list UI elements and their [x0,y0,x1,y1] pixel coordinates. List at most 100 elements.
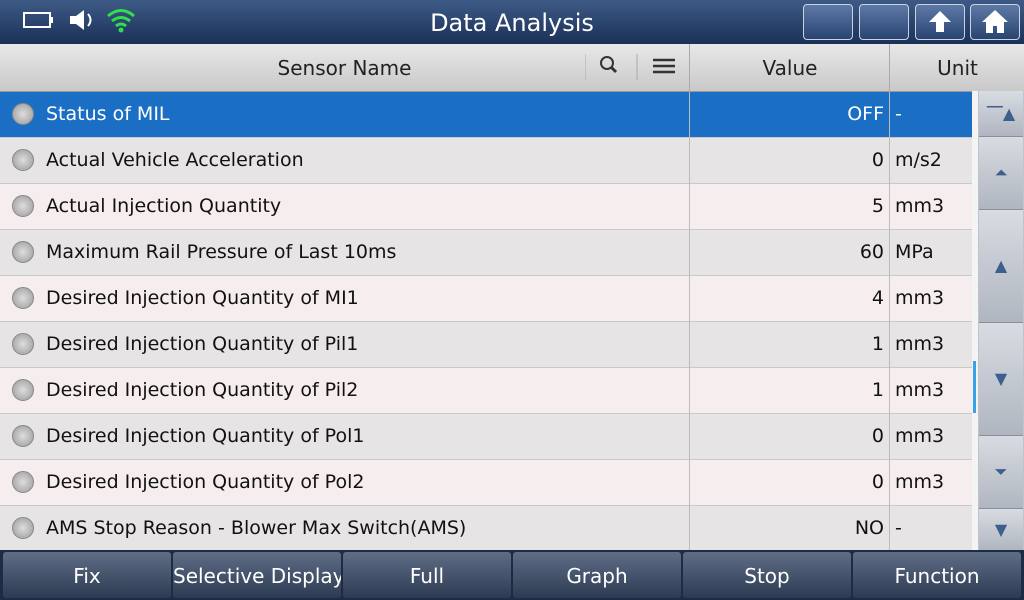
last-page-button[interactable]: ▼ [979,509,1023,551]
sensor-name: Maximum Rail Pressure of Last 10ms [46,241,397,263]
column-divider [889,506,890,552]
column-divider [889,184,890,230]
sensor-name: Desired Injection Quantity of Pil2 [46,379,359,401]
column-divider [689,460,690,506]
row-radio [12,103,34,125]
toolbar-button[interactable]: Function [853,552,1021,598]
sensor-name: Desired Injection Quantity of Pil1 [46,333,359,355]
sensor-unit: MPa [895,241,934,263]
row-radio [12,149,34,171]
row-radio [12,471,34,493]
sensor-name: Actual Vehicle Acceleration [46,149,304,171]
back-button[interactable] [915,4,965,40]
column-divider [889,322,890,368]
sensor-row[interactable]: Desired Injection Quantity of Pol1 0 mm3 [0,414,972,460]
title: Data Analysis [430,9,594,37]
header-tools[interactable] [585,44,675,90]
sensor-row[interactable]: Desired Injection Quantity of MI1 4 mm3 [0,276,972,322]
sensor-row[interactable]: Actual Vehicle Acceleration 0 m/s2 [0,138,972,184]
column-divider [689,184,690,230]
sensor-unit: mm3 [895,333,945,355]
sensor-unit: m/s2 [895,149,942,171]
sensor-unit: mm3 [895,471,945,493]
sensor-unit: mm3 [895,425,945,447]
column-divider [889,230,890,276]
column-divider [889,138,890,184]
column-divider [689,506,690,552]
sensor-name: Status of MIL [46,103,170,125]
row-radio [12,287,34,309]
unit-header: Unit [889,44,1024,92]
column-divider [889,92,890,138]
sensor-unit: - [895,103,902,125]
sensor-name: Actual Injection Quantity [46,195,282,217]
sensor-name: AMS Stop Reason - Blower Max Switch(AMS) [46,517,467,539]
value-header: Value [689,44,890,92]
sensor-unit: - [895,517,902,539]
sensor-value: NO [854,517,884,539]
column-divider [689,414,690,460]
sensor-name-header: Sensor Name [277,56,412,80]
row-radio [12,379,34,401]
column-divider [689,92,690,138]
row-radio [12,425,34,447]
title-bar: Data Analysis [0,0,1024,44]
column-divider [689,368,690,414]
down-button[interactable]: ▼ [979,323,1023,436]
column-divider [889,460,890,506]
home-icon [982,10,1008,33]
column-divider [689,322,690,368]
sensor-unit: mm3 [895,379,945,401]
sensor-row[interactable]: AMS Stop Reason - Blower Max Switch(AMS)… [0,506,972,552]
sensor-value: 1 [871,333,884,355]
sensor-value: 0 [871,149,884,171]
table-header: Sensor Name Value Unit [0,44,1024,92]
column-divider [889,414,890,460]
scroll-thumb [973,361,976,413]
sensor-row[interactable]: Desired Injection Quantity of Pil2 1 mm3 [0,368,972,414]
home-button[interactable] [970,4,1020,40]
sensor-value: 0 [871,425,884,447]
sensor-row[interactable]: Status of MIL OFF - [0,92,972,138]
sensor-unit: mm3 [895,287,945,309]
row-radio [12,517,34,539]
sensor-row[interactable]: Desired Injection Quantity of Pil1 1 mm3 [0,322,972,368]
first-page-button[interactable]: ⎺▲ [979,91,1023,137]
report-button[interactable] [859,4,909,40]
toolbar-button[interactable]: Graph [513,552,681,598]
column-divider [689,276,690,322]
sensor-value: 5 [871,195,884,217]
row-radio [12,333,34,355]
up-button[interactable]: ▲ [979,210,1023,323]
column-divider [889,368,890,414]
sensor-unit: mm3 [895,195,945,217]
sensor-name: Desired Injection Quantity of MI1 [46,287,359,309]
column-divider [889,276,890,322]
sensor-value: 1 [871,379,884,401]
sensor-value: 60 [859,241,884,263]
sensor-name: Desired Injection Quantity of Pol2 [46,471,365,493]
sensor-row[interactable]: Desired Injection Quantity of Pol2 0 mm3 [0,460,972,506]
sensor-row[interactable]: Maximum Rail Pressure of Last 10ms 60 MPa [0,230,972,276]
sensor-value: 4 [871,287,884,309]
column-divider [689,230,690,276]
status-icons [23,9,135,33]
toolbar: Fix Selective Display Full Graph Stop Functio… [0,550,1024,600]
page-up-button[interactable]: ⏶ [979,137,1023,210]
row-radio [12,241,34,263]
toolbar-button[interactable]: Selective Display [173,552,341,598]
sensor-row[interactable]: Actual Injection Quantity 5 mm3 [0,184,972,230]
toolbar-button[interactable]: Fix [3,552,171,598]
scrollbar [972,91,978,550]
page-nav: ⎺▲ ⏶ ▲ ▼ ⏷ ▼ [978,91,1024,551]
sensor-value: OFF [847,103,884,125]
sensor-value: 0 [871,471,884,493]
page-down-button[interactable]: ⏷ [979,436,1023,509]
toolbar-button[interactable]: Stop [683,552,851,598]
sensor-name: Desired Injection Quantity of Pol1 [46,425,365,447]
toolbar-button[interactable]: Full [343,552,511,598]
up-icon [929,11,951,32]
column-divider [689,138,690,184]
vehicle-info-button[interactable] [803,4,853,40]
